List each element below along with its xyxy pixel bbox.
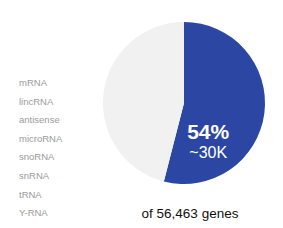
gene-type-label: snRNA — [19, 170, 50, 181]
annotation: ~30K — [189, 144, 227, 161]
gene-type-label: mRNA — [19, 77, 48, 88]
chart: 54%~30K of 56,463 genes mRNA lincRNA antisen… — [0, 0, 283, 228]
gene-type-label: tRNA — [19, 189, 42, 200]
gene-type-label: lincRNA — [19, 96, 54, 107]
pie-slice — [103, 22, 184, 181]
data-label: 54% — [187, 120, 229, 143]
gene-type-label: snoRNA — [19, 151, 55, 162]
gene-type-label: microRNA — [19, 133, 63, 144]
pie — [103, 22, 265, 184]
gene-type-label: Y-RNA — [19, 207, 48, 218]
caption: of 56,463 genes — [142, 206, 239, 221]
gene-type-label: antisense — [19, 114, 60, 125]
